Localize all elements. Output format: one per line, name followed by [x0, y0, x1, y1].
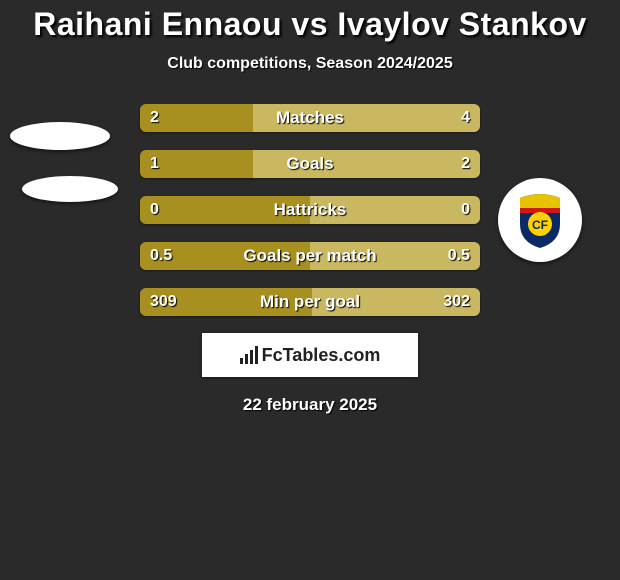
stat-bar-left [140, 242, 310, 270]
stat-bar: Hattricks00 [140, 196, 480, 224]
stat-bar-left [140, 196, 310, 224]
stat-bar: Goals12 [140, 150, 480, 178]
chart-icon [240, 346, 258, 364]
stat-bar-right [253, 150, 480, 178]
stat-bar-right [310, 242, 480, 270]
fctables-logo: FcTables.com [240, 345, 381, 366]
stat-row: Matches24 [0, 103, 620, 133]
subtitle: Club competitions, Season 2024/2025 [0, 55, 620, 73]
stat-bar: Min per goal309302 [140, 288, 480, 316]
stat-bar-right [310, 196, 480, 224]
stat-bar-left [140, 150, 253, 178]
date-text: 22 february 2025 [0, 395, 620, 415]
stat-bar-right [312, 288, 480, 316]
page-title: Raihani Ennaou vs Ivaylov Stankov [0, 0, 620, 43]
stat-row: Hattricks00 [0, 195, 620, 225]
stat-row: Goals per match0.50.5 [0, 241, 620, 271]
stat-rows: Matches24 Goals12 Hattricks00 Goals per mat… [0, 103, 620, 317]
infographic-root: Raihani Ennaou vs Ivaylov Stankov Club c… [0, 0, 620, 580]
stat-row: Goals12 [0, 149, 620, 179]
stat-bar-left [140, 288, 312, 316]
stat-bar: Goals per match0.50.5 [140, 242, 480, 270]
logo-text: FcTables.com [262, 345, 381, 366]
stat-bar: Matches24 [140, 104, 480, 132]
stat-bar-left [140, 104, 253, 132]
stat-bar-right [253, 104, 480, 132]
stat-row: Min per goal309302 [0, 287, 620, 317]
logo-box: FcTables.com [202, 333, 418, 377]
